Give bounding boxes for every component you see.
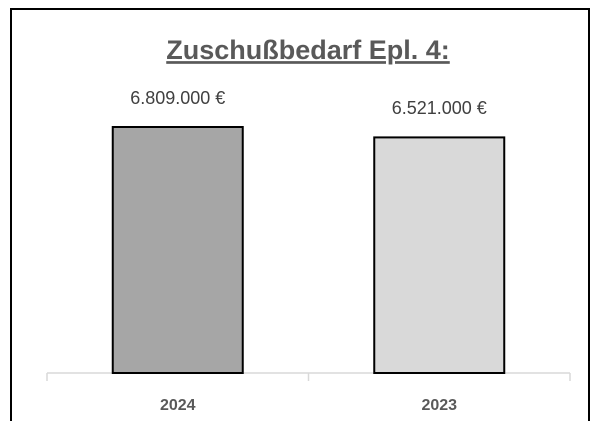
bar	[373, 136, 506, 374]
x-tick-label: 2023	[421, 397, 457, 414]
chart-title: Zuschußbedarf Epl. 4:	[166, 35, 450, 65]
data-label: 6.521.000 €	[392, 98, 487, 118]
x-tick-label: 2024	[160, 397, 196, 414]
data-label: 6.809.000 €	[130, 88, 225, 108]
bar	[111, 126, 244, 374]
chart-frame	[10, 8, 590, 421]
